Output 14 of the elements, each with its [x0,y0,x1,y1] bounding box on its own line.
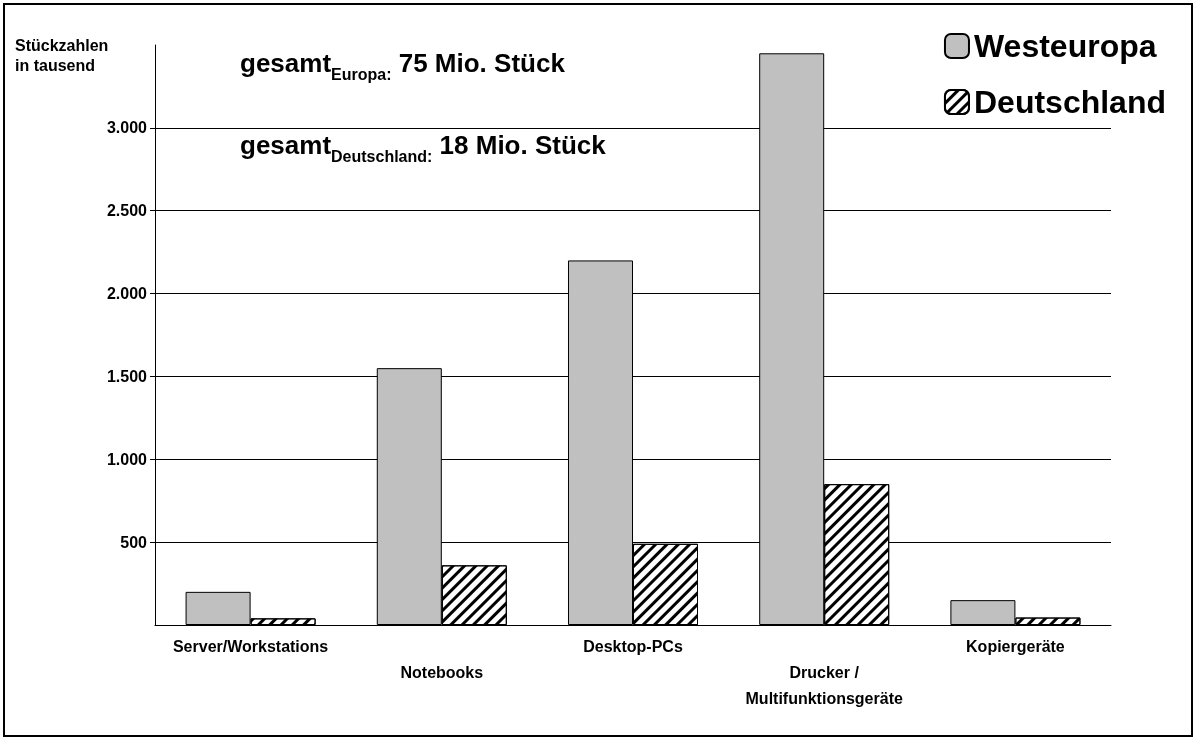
y-tick-label: 2.500 [106,202,148,220]
legend-label: Deutschland [973,84,1166,120]
y-tick-label: 3.000 [106,119,148,137]
x-tick-label: Kopiergeräte [966,637,1065,655]
x-tick-label: Drucker / Multifunktionsgeräte [745,663,903,707]
y-tick-label: 1.500 [106,367,148,385]
legend-label: Westeuropa [973,28,1157,64]
y-tick-label: 500 [120,533,148,551]
x-tick-label: Server/Workstations [172,637,329,655]
x-tick-label: Notebooks [400,663,484,681]
y-axis-title: Stückzahlen in tausend [15,36,109,74]
y-tick-label: 2.000 [106,285,148,303]
y-tick-label: 1.000 [106,450,148,468]
x-tick-label: Desktop-PCs [583,637,683,655]
